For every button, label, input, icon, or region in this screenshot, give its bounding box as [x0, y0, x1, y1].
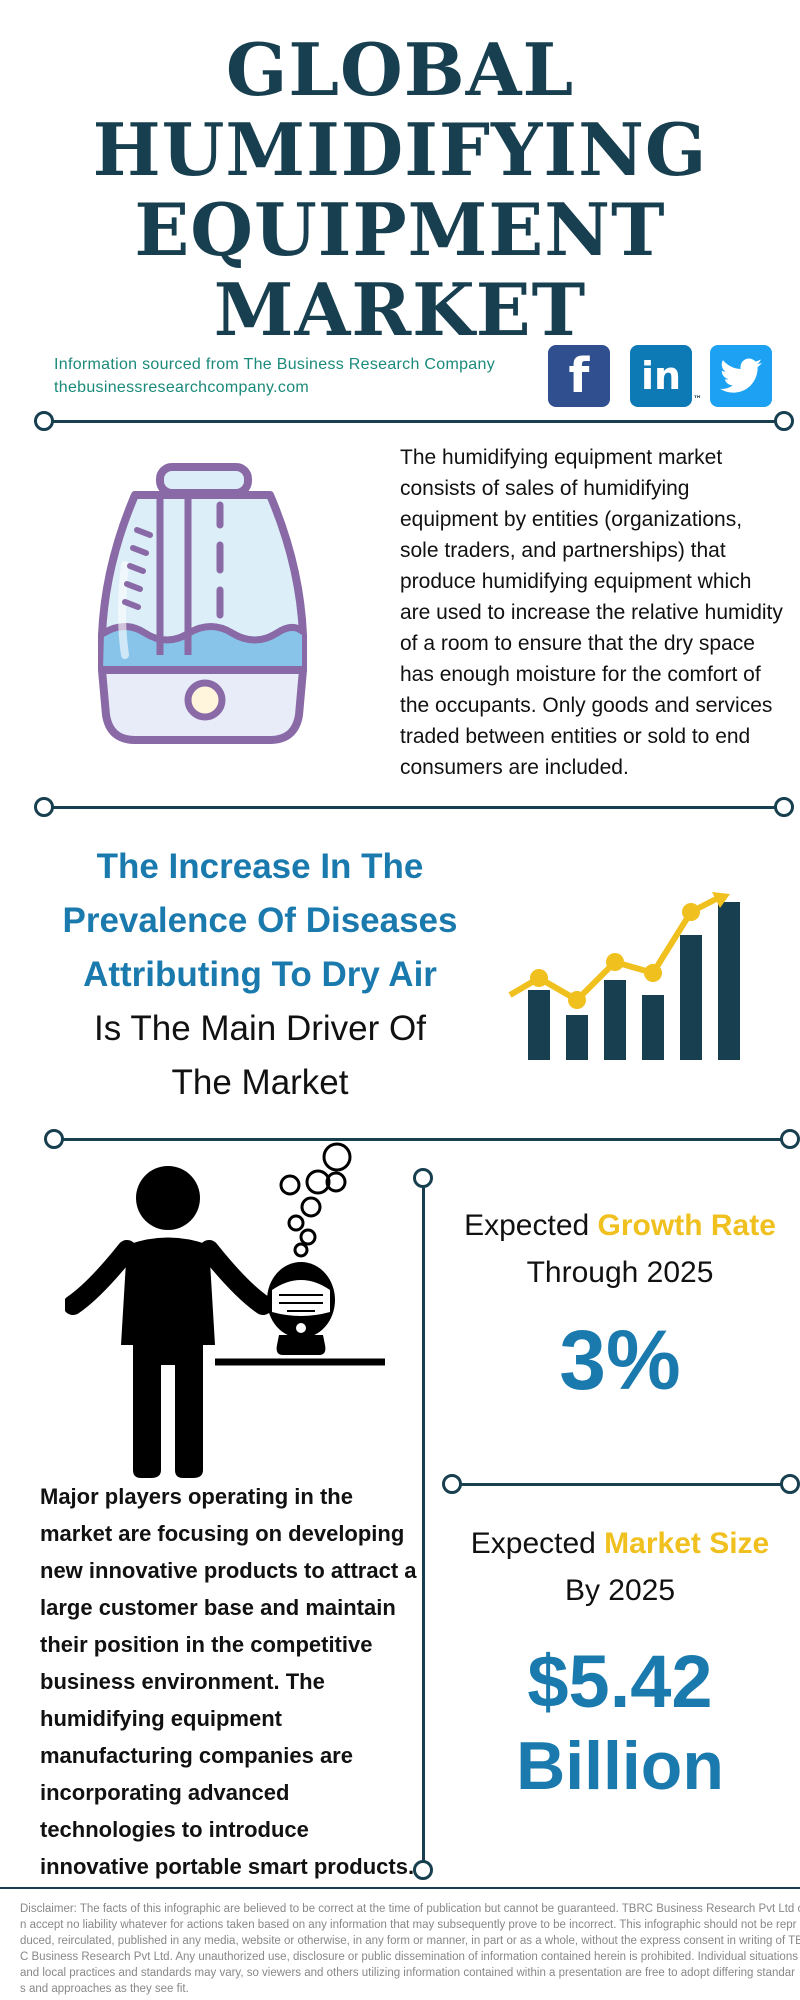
- person-humidifier-illustration: [65, 1142, 385, 1478]
- disclaimer-line: duced, reirculated, published in any med…: [20, 1935, 800, 1947]
- title-line-1: GLOBAL: [225, 27, 575, 112]
- disclaimer-line: Disclaimer: The facts of this infographi…: [20, 1903, 800, 1915]
- vertical-divider-bottom-dot: [413, 1860, 433, 1880]
- disclaimer-line: s and approaches as they see fit.: [20, 1983, 189, 1995]
- divider-3-left-dot: [44, 1129, 64, 1149]
- divider-1-left-dot: [34, 411, 54, 431]
- market-description: The humidifying equipment market consist…: [400, 446, 783, 779]
- divider-1: [44, 420, 784, 423]
- market-size-unit: Billion: [516, 1728, 724, 1804]
- driver-line-5: The Market: [171, 1063, 349, 1102]
- growth-rate-label: Expected Growth Rate: [464, 1209, 776, 1242]
- footer-divider: [0, 1887, 800, 1889]
- market-size-period: By 2025: [564, 1574, 676, 1607]
- driver-highlight-line-1: The Increase In The: [96, 847, 424, 886]
- driver-highlight-line-3: Attributing To Dry Air: [83, 955, 437, 994]
- facebook-icon[interactable]: f: [548, 345, 610, 407]
- divider-4-right-dot: [780, 1474, 800, 1494]
- vertical-divider: [422, 1178, 425, 1868]
- market-size-label: Expected Market Size: [470, 1527, 770, 1560]
- divider-2-right-dot: [774, 797, 794, 817]
- title-line-2: HUMIDIFYING: [92, 107, 708, 192]
- linkedin-icon[interactable]: in ™: [630, 345, 702, 407]
- twitter-icon[interactable]: [710, 345, 772, 407]
- divider-4: [452, 1483, 792, 1486]
- driver-highlight-line-2: Prevalence Of Diseases: [62, 901, 458, 940]
- divider-2: [44, 806, 784, 809]
- source-url[interactable]: thebusinessresearchcompany.com: [54, 379, 310, 396]
- trademark-mark: ™: [693, 395, 702, 405]
- title-line-3: EQUIPMENT: [134, 187, 666, 272]
- title-line-4: MARKET: [213, 267, 587, 352]
- market-size-value: $5.42: [527, 1640, 713, 1723]
- disclaimer-line: C Business Research Pvt Ltd. Any unautho…: [20, 1951, 798, 1963]
- growth-chart-icon: [508, 892, 740, 1060]
- humidifier-illustration: [98, 463, 307, 744]
- growth-rate-period: Through 2025: [526, 1256, 714, 1289]
- driver-line-4: Is The Main Driver Of: [94, 1009, 426, 1048]
- disclaimer-line: n accept no liability whatever for actio…: [20, 1919, 797, 1931]
- disclaimer: Disclaimer: The facts of this infographi…: [20, 1901, 800, 1997]
- major-players-text: Major players operating in the market ar…: [40, 1484, 417, 1879]
- divider-3-right-dot: [780, 1129, 800, 1149]
- divider-1-right-dot: [774, 411, 794, 431]
- growth-rate-value: 3%: [559, 1313, 681, 1407]
- vertical-divider-top-dot: [413, 1168, 433, 1188]
- divider-4-left-dot: [442, 1474, 462, 1494]
- source-line: Information sourced from The Business Re…: [54, 356, 495, 373]
- disclaimer-line: and local practices and standards may va…: [20, 1967, 795, 1979]
- divider-2-left-dot: [34, 797, 54, 817]
- divider-3: [54, 1138, 794, 1141]
